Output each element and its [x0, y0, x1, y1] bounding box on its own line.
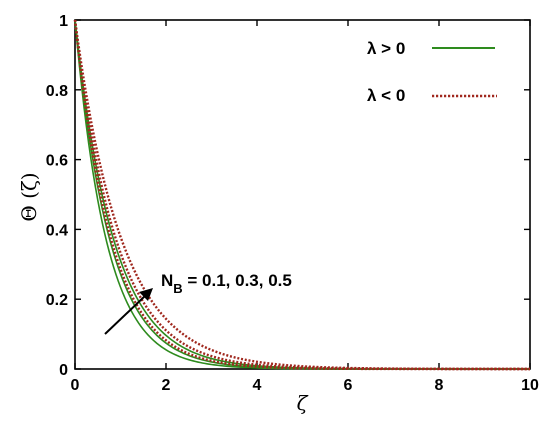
y-tick-label: 0.6 [46, 153, 68, 170]
legend: λ > 0 λ < 0 [367, 39, 497, 105]
y-tick-label: 1 [59, 13, 68, 30]
x-tick-label: 6 [344, 377, 353, 394]
curve-lambda-positive-3 [75, 20, 530, 369]
y-tick-label: 0.4 [46, 222, 68, 239]
x-tick-label: 4 [253, 377, 262, 394]
x-tick-label: 2 [162, 377, 171, 394]
curve-lambda-negative-1 [75, 20, 530, 369]
annotation-values: = 0.1, 0.3, 0.5 [183, 271, 292, 290]
y-tick-label: 0.8 [46, 83, 68, 100]
y-tick-label: 0.2 [46, 292, 68, 309]
curve-group [75, 20, 530, 369]
plot-frame [75, 20, 530, 369]
curve-lambda-positive-2 [75, 20, 530, 369]
legend-label-negative: λ < 0 [367, 86, 405, 105]
curve-lambda-negative-2 [75, 20, 530, 369]
x-axis-title: ζ [297, 391, 309, 415]
annotation-main: N [161, 271, 173, 290]
y-axis-title: Θ (ζ) [17, 172, 41, 221]
annotation-subscript: B [173, 281, 182, 296]
x-tick-label: 8 [435, 377, 444, 394]
curve-lambda-negative-3 [75, 20, 530, 369]
y-tick-label: 0 [59, 362, 68, 379]
curve-lambda-positive-1 [75, 20, 530, 369]
legend-label-positive: λ > 0 [367, 39, 405, 58]
annotation-text: NB = 0.1, 0.3, 0.5 [161, 271, 292, 296]
x-tick-label: 0 [71, 377, 80, 394]
x-tick-label: 10 [521, 377, 539, 394]
tick-group: 0 2 4 6 8 10 0 0.2 0.4 0.6 0.8 1 [46, 13, 539, 394]
